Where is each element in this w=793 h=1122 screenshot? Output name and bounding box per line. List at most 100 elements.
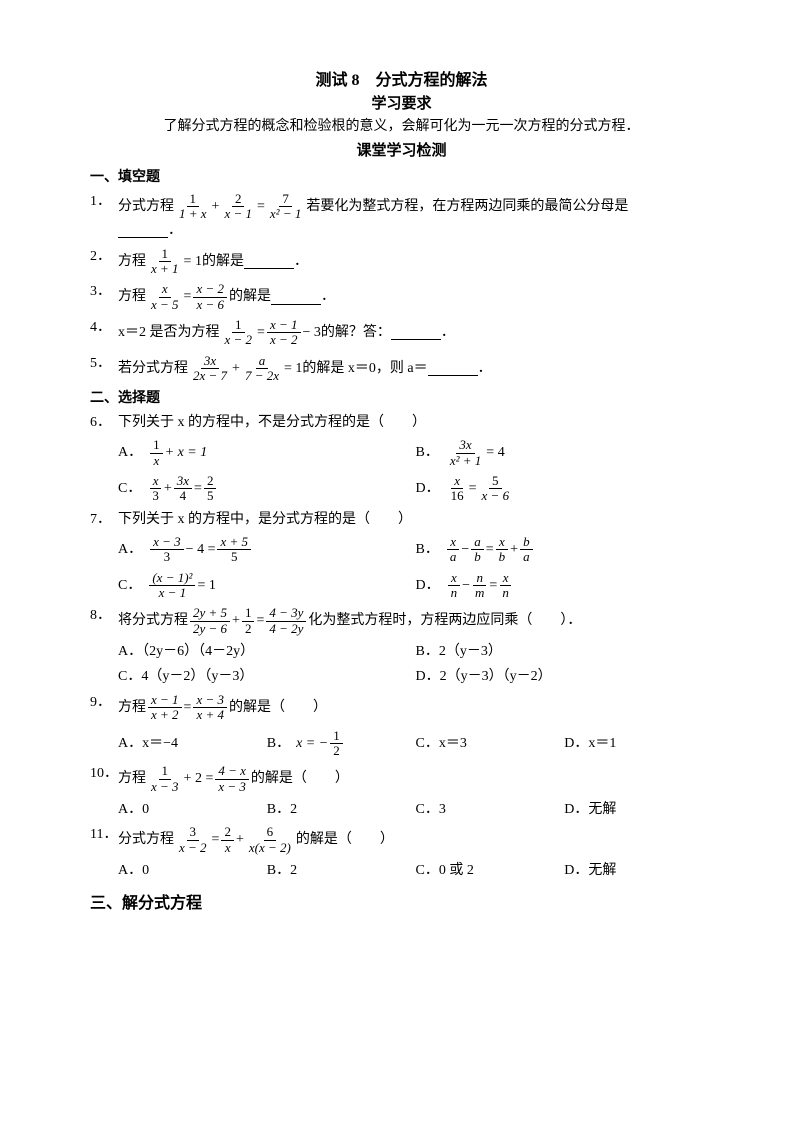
q11-frac1: 3x − 2 [176, 825, 210, 855]
q5-num: 5． [90, 354, 118, 374]
q3-eq: = [184, 287, 192, 307]
q3-mid: 的解是 [229, 287, 271, 307]
q6-opt-a[interactable]: A． 1x + x = 1 [118, 438, 416, 468]
q9-opt-b[interactable]: B． x = − 12 [267, 729, 416, 759]
q3-blank[interactable] [271, 290, 321, 305]
q4-m3: − 3 [303, 323, 321, 343]
q10-frac2: 4 − xx − 3 [215, 764, 249, 794]
intro-text: 了解分式方程的概念和检验根的意义，会解可化为一元一次方程的分式方程． [90, 117, 713, 137]
q1-blank[interactable] [118, 223, 168, 238]
q4-pre: x＝2 是否为方程 [118, 323, 220, 343]
q1-pre: 分式方程 [118, 197, 174, 217]
q4-blank[interactable] [391, 325, 441, 340]
q5-eq: = 1 [284, 359, 302, 379]
q10-mid: 的解是（ ） [251, 769, 349, 789]
q6-opt-d[interactable]: D． x16 = 5x − 6 [416, 474, 714, 504]
q3-tail: ． [321, 287, 335, 307]
q5-tail: ． [478, 359, 492, 379]
q9-opt-c[interactable]: C．x＝3 [416, 729, 565, 759]
q7-opt-b[interactable]: B． xa − ab = xb + ba [416, 535, 714, 565]
question-5: 5． 若分式方程 3x2x − 7 + a7 − 2x = 1 的解是 x＝0，… [90, 354, 713, 384]
q3-pre: 方程 [118, 287, 146, 307]
q4-num: 4． [90, 318, 118, 338]
q9-frac1: x − 1x + 2 [148, 693, 182, 723]
q8-frac1: 2y + 52y − 6 [190, 606, 230, 636]
q8-mid: 化为整式方程时，方程两边应同乘（ ）． [308, 611, 581, 631]
q3-num: 3． [90, 282, 118, 302]
q9-options: A．x＝−4 B． x = − 12 C．x＝3 D．x＝1 [118, 729, 713, 765]
q7-opt-a[interactable]: A． x − 33 − 4 = x + 55 [118, 535, 416, 565]
q1-frac3: 7x² − 1 [267, 192, 304, 222]
q11-opt-d[interactable]: D．无解 [564, 861, 713, 881]
q9-opt-d[interactable]: D．x＝1 [564, 729, 713, 759]
question-6: 6． 下列关于 x 的方程中，不是分式方程的是（ ） [90, 413, 713, 433]
q4-frac2: x − 1x − 2 [267, 318, 301, 348]
q4-mid: 的解？答： [321, 323, 391, 343]
q7-opt-c[interactable]: C． (x − 1)²x − 1 = 1 [118, 571, 416, 601]
q9-pre: 方程 [118, 698, 146, 718]
q1-frac1: 11 + x [176, 192, 210, 222]
page-title: 测试 8 分式方程的解法 [90, 70, 713, 92]
q10-options: A．0 B．2 C．3 D．无解 [118, 800, 713, 826]
q1-tail: ． [168, 221, 182, 241]
question-1: 1． 分式方程 11 + x + 2x − 1 = 7x² − 1 若要化为整式… [90, 192, 713, 241]
question-3: 3． 方程 xx − 5 = x − 2x − 6 的解是 ． [90, 282, 713, 312]
q11-frac3: 6x(x − 2) [246, 825, 294, 855]
q3-frac2: x − 2x − 6 [193, 282, 227, 312]
q5-pre: 若分式方程 [118, 359, 188, 379]
q8-num: 8． [90, 606, 118, 626]
q4-tail: ． [441, 323, 455, 343]
q2-tail: ． [294, 252, 308, 272]
q6-opt-c[interactable]: C． x3 + 3x4 = 25 [118, 474, 416, 504]
question-8: 8． 将分式方程 2y + 52y − 6 + 12 = 4 − 3y4 − 2… [90, 606, 713, 636]
q9-opt-a[interactable]: A．x＝−4 [118, 729, 267, 759]
q11-pre: 分式方程 [118, 830, 174, 850]
q10-opt-d[interactable]: D．无解 [564, 800, 713, 820]
question-7: 7． 下列关于 x 的方程中，是分式方程的是（ ） [90, 510, 713, 530]
q10-opt-c[interactable]: C．3 [416, 800, 565, 820]
q10-num: 10． [90, 764, 118, 784]
q8-opt-d[interactable]: D．2（y－3）（y－2） [416, 667, 714, 687]
q10-frac1: 1x − 3 [148, 764, 182, 794]
section-head: 课堂学习检测 [90, 141, 713, 162]
q1-mid: 若要化为整式方程，在方程两边同乘的最简公分母是 [306, 197, 628, 217]
q4-frac1: 1x − 2 [222, 318, 256, 348]
q3-frac1: xx − 5 [148, 282, 182, 312]
q5-blank[interactable] [428, 361, 478, 376]
category-solve: 三、解分式方程 [90, 893, 713, 915]
q10-opt-b[interactable]: B．2 [267, 800, 416, 820]
q9-frac2: x − 3x + 4 [193, 693, 227, 723]
q8-opt-b[interactable]: B．2（y－3） [416, 642, 714, 662]
q6-opt-b[interactable]: B． 3xx² + 1 = 4 [416, 438, 714, 468]
q8-opt-a[interactable]: A．（2y－6）（4－2y） [118, 642, 416, 662]
q4-eq: = [257, 323, 265, 343]
q10-opt-a[interactable]: A．0 [118, 800, 267, 820]
q11-opt-a[interactable]: A．0 [118, 861, 267, 881]
q6-stem: 下列关于 x 的方程中，不是分式方程的是（ ） [118, 413, 713, 433]
q7-stem: 下列关于 x 的方程中，是分式方程的是（ ） [118, 510, 713, 530]
q5-mid: 的解是 x＝0，则 a＝ [302, 359, 427, 379]
q1-num: 1． [90, 192, 118, 212]
q6-num: 6． [90, 413, 118, 433]
category-fill: 一、填空题 [90, 168, 713, 188]
q11-opt-c[interactable]: C．0 或 2 [416, 861, 565, 881]
q8-opt-c[interactable]: C．4（y－2）（y－3） [118, 667, 416, 687]
q8-pre: 将分式方程 [118, 611, 188, 631]
q11-opt-b[interactable]: B．2 [267, 861, 416, 881]
q7-options: A． x − 33 − 4 = x + 55 B． xa − ab = xb +… [118, 535, 713, 606]
q7-opt-d[interactable]: D． xn − nm = xn [416, 571, 714, 601]
q7-num: 7． [90, 510, 118, 530]
q2-blank[interactable] [244, 254, 294, 269]
q8-frac3: 4 − 3y4 − 2y [266, 606, 306, 636]
q5-frac2: a7 − 2x [242, 354, 282, 384]
q2-num: 2． [90, 247, 118, 267]
q1-eq: = [257, 197, 265, 217]
q11-options: A．0 B．2 C．0 或 2 D．无解 [118, 861, 713, 887]
q6-options: A． 1x + x = 1 B． 3xx² + 1 = 4 C． x3 + 3x… [118, 438, 713, 509]
q2-eq: = 1 [184, 252, 202, 272]
q1-frac2: 2x − 1 [221, 192, 255, 222]
q11-mid: 的解是（ ） [296, 830, 394, 850]
question-4: 4． x＝2 是否为方程 1x − 2 = x − 1x − 2 − 3 的解？… [90, 318, 713, 348]
q8-options: A．（2y－6）（4－2y） B．2（y－3） C．4（y－2）（y－3） D．… [118, 642, 713, 693]
q9-mid: 的解是（ ） [229, 698, 327, 718]
